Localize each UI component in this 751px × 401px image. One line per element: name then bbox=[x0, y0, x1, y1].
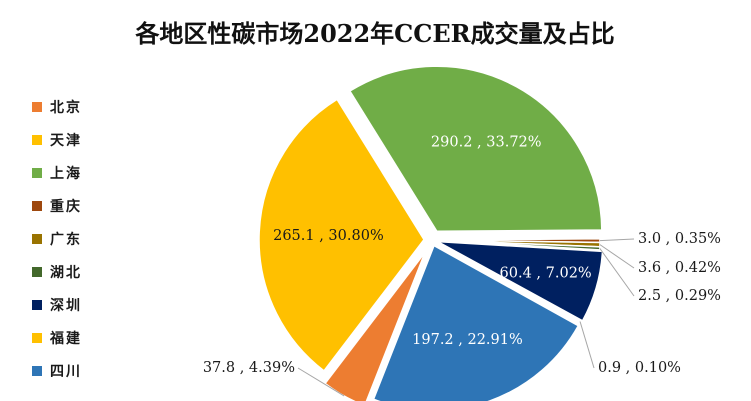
legend-label: 湖北 bbox=[50, 265, 82, 281]
legend-label: 天津 bbox=[50, 132, 82, 149]
legend-swatch bbox=[32, 168, 42, 178]
legend-label: 深圳 bbox=[50, 297, 82, 314]
data-label: 3.0 , 0.35% bbox=[638, 231, 721, 247]
leader-line bbox=[297, 367, 345, 397]
leader-line bbox=[579, 321, 595, 369]
legend-label: 重庆 bbox=[50, 198, 82, 215]
data-labels: 37.8 , 4.39% 265.1 , 30.80% 290.2 , 33.72%… bbox=[203, 135, 721, 376]
legend-swatch bbox=[32, 234, 42, 244]
pie-slices bbox=[258, 65, 604, 401]
legend-label: 福建 bbox=[49, 330, 82, 347]
pie-slice-6 bbox=[434, 239, 601, 251]
legend-item: 湖北 bbox=[32, 265, 82, 281]
legend-swatch bbox=[32, 300, 42, 310]
legend-item: 重庆 bbox=[32, 198, 82, 215]
data-label: 60.4 , 7.02% bbox=[500, 266, 592, 282]
data-label: 290.2 , 33.72% bbox=[431, 135, 542, 151]
legend-label: 四川 bbox=[50, 364, 82, 380]
legend-label: 北京 bbox=[50, 99, 82, 116]
legend-swatch bbox=[32, 201, 42, 211]
legend-item: 广东 bbox=[32, 231, 82, 248]
data-label: 0.9 , 0.10% bbox=[598, 360, 681, 376]
pie-slice-3 bbox=[348, 65, 603, 232]
legend-item: 北京 bbox=[32, 99, 82, 116]
legend-label: 上海 bbox=[50, 165, 82, 182]
legend-swatch bbox=[32, 366, 42, 376]
data-label: 2.5 , 0.29% bbox=[638, 288, 721, 304]
legend-swatch bbox=[32, 267, 42, 277]
legend-item: 上海 bbox=[32, 165, 82, 182]
legend-swatch bbox=[32, 102, 42, 112]
leader-lines bbox=[297, 238, 635, 397]
legend-item: 天津 bbox=[32, 132, 82, 149]
data-label: 197.2 , 22.91% bbox=[412, 332, 523, 348]
legend-swatch bbox=[32, 333, 42, 343]
data-label: 37.8 , 4.39% bbox=[203, 360, 295, 376]
legend-item: 福建 bbox=[32, 330, 82, 347]
legend-item: 深圳 bbox=[32, 297, 82, 314]
legend-label: 广东 bbox=[50, 231, 82, 248]
chart-title: 各地区性碳市场2022年CCER成交量及占比 bbox=[134, 19, 614, 48]
leader-line bbox=[599, 244, 635, 269]
legend-item: 四川 bbox=[32, 364, 82, 380]
data-label: 3.6 , 0.42% bbox=[638, 260, 721, 276]
data-label: 265.1 , 30.80% bbox=[273, 228, 384, 244]
legend-swatch bbox=[32, 135, 42, 145]
pie-slice-2 bbox=[258, 98, 425, 372]
leader-line bbox=[599, 238, 635, 242]
leader-line bbox=[599, 248, 635, 297]
